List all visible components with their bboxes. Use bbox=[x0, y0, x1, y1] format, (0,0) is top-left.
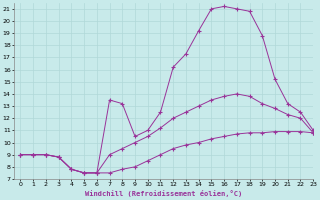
X-axis label: Windchill (Refroidissement éolien,°C): Windchill (Refroidissement éolien,°C) bbox=[85, 190, 242, 197]
